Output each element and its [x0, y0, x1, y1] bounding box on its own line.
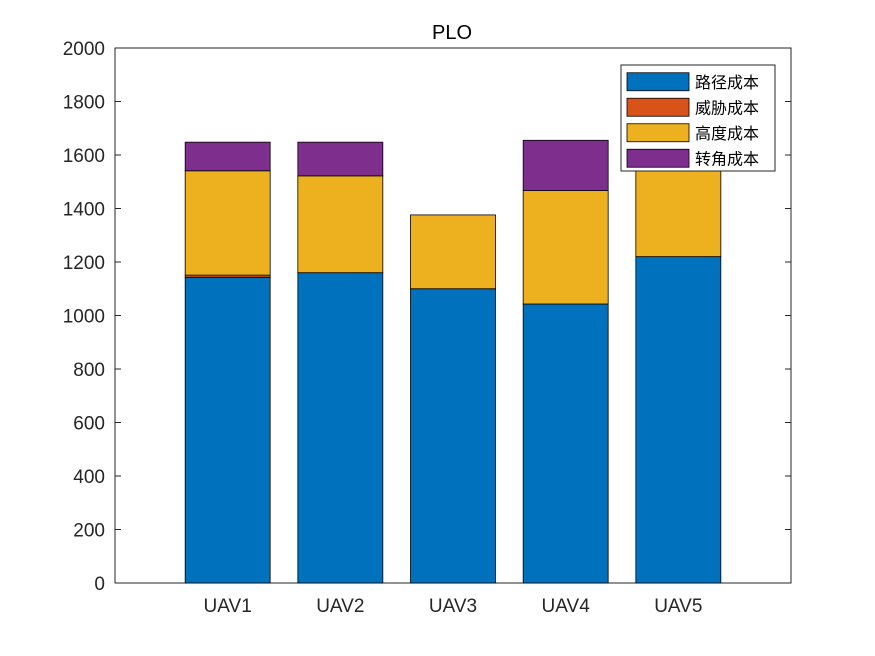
- bar-segment-uav4-series-3: [522, 190, 609, 305]
- y-tick-label: 600: [73, 414, 105, 435]
- plot-area: 0 200 400 600 800 1000 1200 1400 1600 1800 2000 UAV…: [63, 39, 792, 617]
- y-tick-label: 400: [73, 467, 105, 488]
- legend-swatch: [626, 97, 690, 117]
- bar-segment-uav5-series-3: [635, 165, 722, 258]
- legend-label: 高度成本: [695, 124, 759, 143]
- x-tick-label: UAV1: [204, 596, 252, 617]
- y-tick-label: 1800: [63, 93, 105, 114]
- bar-segment-uav2-series-4: [297, 141, 384, 177]
- y-tick-label: 2000: [63, 39, 105, 60]
- legend-swatch: [626, 72, 690, 92]
- legend-label: 路径成本: [695, 73, 759, 92]
- y-tick-label: 1600: [63, 146, 105, 167]
- bar-segment-uav1-series-3: [184, 170, 271, 276]
- y-tick-label: 1000: [63, 307, 105, 328]
- x-tick-label: UAV5: [654, 596, 702, 617]
- y-tick-label: 800: [73, 360, 105, 381]
- chart-title: PLO: [432, 22, 472, 44]
- legend-label: 威胁成本: [695, 98, 759, 117]
- x-tick-label: UAV2: [316, 596, 364, 617]
- x-tick-label: UAV4: [542, 596, 591, 617]
- y-tick-label: 1200: [63, 253, 105, 274]
- bar-segment-uav3-series-1: [410, 288, 496, 584]
- bar-segment-uav5-series-1: [635, 256, 722, 584]
- bar-segment-uav3-series-3: [410, 214, 496, 290]
- bar-segment-uav1-series-4: [184, 141, 271, 172]
- legend-swatch: [626, 123, 690, 143]
- bar-segment-uav4-series-1: [522, 303, 609, 584]
- bar-segment-uav4-series-4: [522, 139, 609, 191]
- x-tick-label: UAV3: [429, 596, 477, 617]
- bar-segment-uav2-series-3: [297, 175, 384, 274]
- y-tick-label: 200: [73, 521, 105, 542]
- bar-segment-uav1-series-1: [184, 276, 271, 584]
- legend-label: 转角成本: [695, 149, 759, 168]
- legend-swatch: [626, 148, 690, 168]
- y-tick-label: 0: [94, 574, 105, 595]
- y-tick-label: 1400: [63, 200, 105, 221]
- bar-segment-uav2-series-1: [297, 272, 384, 584]
